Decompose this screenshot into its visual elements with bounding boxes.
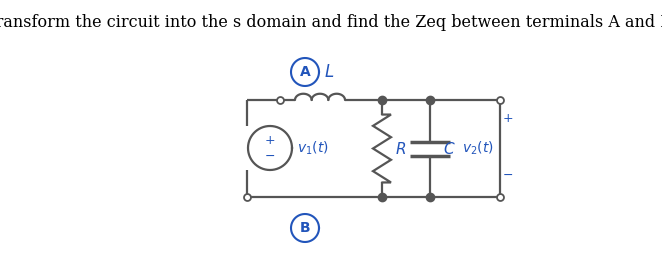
Text: −: − [265,150,275,162]
Text: $L$: $L$ [324,63,334,81]
Text: −: − [502,169,513,181]
Polygon shape [291,58,319,86]
Polygon shape [248,126,292,170]
Text: Transform the circuit into the s domain and find the Zeq between terminals A and: Transform the circuit into the s domain … [0,14,662,31]
Text: $v_2(t)$: $v_2(t)$ [462,140,494,157]
Text: $v_1(t)$: $v_1(t)$ [297,139,329,157]
Text: +: + [502,112,513,124]
Polygon shape [291,214,319,242]
Text: B: B [300,221,310,235]
Text: $C$: $C$ [443,141,455,157]
Text: $R$: $R$ [395,141,406,157]
Text: A: A [300,65,310,79]
Text: +: + [265,134,275,148]
